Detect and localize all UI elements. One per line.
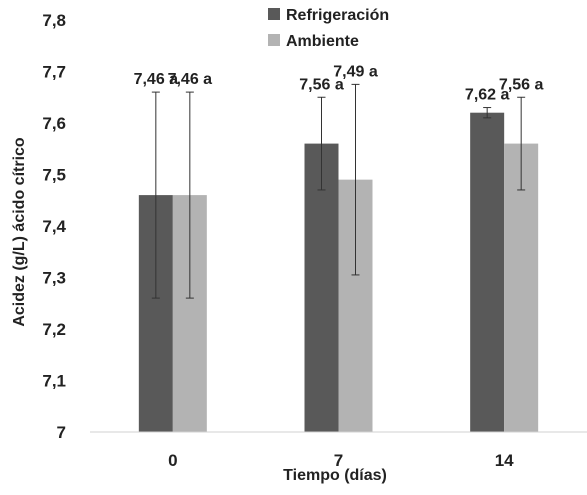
x-tick-label: 7 <box>334 451 343 470</box>
x-tick-label: 0 <box>168 451 177 470</box>
y-axis: 7 7,1 7,2 7,3 7,4 7,5 7,6 7,7 7,8 <box>42 11 66 442</box>
y-tick-label: 7,8 <box>42 11 66 30</box>
data-label: 7,62 a <box>465 87 510 104</box>
y-tick-label: 7,7 <box>42 63 66 82</box>
y-tick-label: 7,3 <box>42 269 66 288</box>
y-tick-label: 7,2 <box>42 320 66 339</box>
legend-label: Refrigeración <box>286 7 389 24</box>
x-axis-title: Tiempo (días) <box>283 467 387 484</box>
y-axis-title: Acidez (g/L) ácido cítrico <box>11 137 28 327</box>
legend-swatch <box>268 8 280 20</box>
data-label: 7,46 a <box>134 71 179 88</box>
bars: 7,46 a7,46 a 7,56 a7,49 a7,62 a7,56 a <box>134 63 544 432</box>
bar-ambiente <box>504 143 539 432</box>
data-label: 7,56 a <box>299 76 344 93</box>
x-tick-label: 14 <box>495 451 514 470</box>
y-tick-label: 7,6 <box>42 114 66 133</box>
y-tick-label: 7,5 <box>42 166 66 185</box>
legend: Refrigeración Ambiente <box>268 7 389 50</box>
bar-refrigeracion <box>470 112 505 432</box>
x-axis: 0 7 14 <box>90 431 587 470</box>
y-tick-label: 7 <box>57 423 66 442</box>
legend-label: Ambiente <box>286 33 359 50</box>
y-tick-label: 7,4 <box>42 217 66 236</box>
data-label: 7,46 a <box>168 71 213 88</box>
y-tick-label: 7,1 <box>42 372 66 391</box>
bar-refrigeracion <box>304 143 339 432</box>
legend-swatch <box>268 34 280 46</box>
data-label: 7,56 a <box>499 76 544 93</box>
data-label: 7,49 a <box>333 63 378 80</box>
